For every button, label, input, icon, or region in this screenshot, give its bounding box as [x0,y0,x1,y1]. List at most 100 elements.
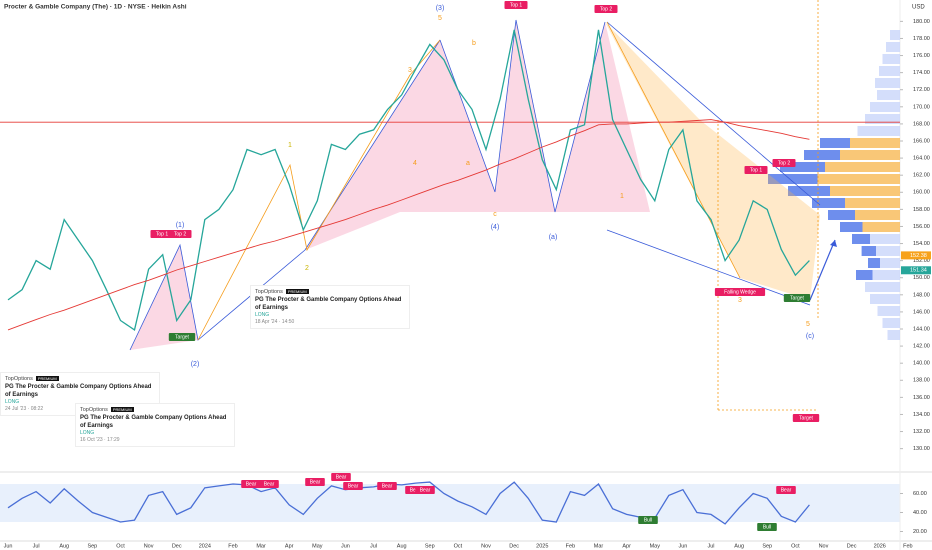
news-time-row: 16 Oct '23 · 17:29 [80,437,230,444]
x-tick-label: Apr [285,543,294,549]
annotation-badge [241,480,261,488]
x-tick-label: 2026 [874,543,886,549]
y-tick-label: 20.00 [913,529,927,535]
annotation-badge [776,486,796,494]
volume-profile [768,30,900,340]
news-time-row: 18 Apr '24 · 14:50 [255,319,405,326]
y-tick-label: 174.00 [913,70,930,76]
annotation-badge [377,482,397,490]
x-tick-label: Feb [566,543,575,549]
annotation-badge [594,5,618,13]
x-tick-label: Apr [622,543,631,549]
news-signal-row: LONG [5,399,155,406]
y-tick-label: 176.00 [913,53,930,59]
annotation-badge [331,473,351,481]
wave-label: (3) [436,5,445,12]
annotation-badge [504,1,528,9]
news-badge: PREMIUM [285,289,309,294]
annotation-label: Target [790,295,805,301]
annotation-label: Top 1 [750,167,762,173]
wave-label: 5 [438,15,442,22]
annotation-badge [168,230,192,238]
series-line [7,29,810,331]
news-headline: PG The Procter & Gamble Company Options … [5,383,152,398]
profile-bar [890,30,900,40]
wave-label: a [466,160,470,167]
x-tick-label: Jul [370,543,377,549]
x-tick-label: Nov [481,543,491,549]
profile-bar [887,330,900,340]
x-tick-label: Oct [791,543,800,549]
y-tick-label: 178.00 [913,36,930,42]
profile-bar [817,174,900,184]
news-signal: LONG [80,430,95,437]
profile-bar [865,114,900,124]
profile-bar [882,318,900,328]
annotation-badge [792,414,820,422]
wave-label: 1 [288,142,292,149]
chart-title: Procter & Gamble Company (The) · 1D · NY… [4,4,187,11]
y-tick-label: 170.00 [913,104,930,110]
x-tick-label: Jul [33,543,40,549]
price-tag-label: 152.38 [910,253,927,259]
y-tick-label: 152.00 [913,258,930,264]
profile-bar [825,162,900,172]
y-tick-label: 134.00 [913,412,930,418]
wave-line [439,19,606,213]
arrow-head [830,240,837,247]
wave-label: (a) [549,234,558,241]
annotation-badge [638,516,658,524]
wave-label: (4) [491,224,500,231]
profile-bar [840,150,900,160]
news-time: 16 Oct '23 · 17:29 [80,436,120,443]
x-tick-label: Aug [734,543,744,549]
news-headline: PG The Procter & Gamble Company Options … [255,296,402,311]
wave-label: (2) [191,361,200,368]
annotation-label: Target [175,334,190,340]
forecast-arrow [809,239,836,301]
y-tick-label: 144.00 [913,326,930,332]
y-tick-label: 160.00 [913,190,930,196]
news-header: TopOptions PREMIUM [80,407,230,415]
x-tick-label: Mar [594,543,604,549]
annotation-badge [772,159,796,167]
x-tick-label: Sep [87,543,97,549]
profile-bar [788,186,830,196]
x-tick-label: Dec [847,543,857,549]
news-signal: LONG [5,399,20,406]
profile-bar [850,138,900,148]
x-tick-label: 2024 [199,543,211,549]
profile-bar [840,222,863,232]
y-tick-label: 150.00 [913,275,930,281]
x-tick-label: Jun [678,543,687,549]
news-card[interactable]: TopOptions PREMIUM PG The Procter & Gamble… [250,285,410,330]
annotation-badge [343,482,363,490]
annotation-label: Bear [336,474,347,480]
profile-bar [857,126,900,136]
news-signal-row: LONG [255,312,405,319]
news-headline-row: PG The Procter & Gamble Company Options … [80,415,230,431]
wave-label: b [472,40,476,47]
y-tick-label: 172.00 [913,87,930,93]
y-tick-label: 164.00 [913,156,930,162]
profile-bar [861,246,876,256]
profile-bar [875,78,900,88]
y-tick-label: 154.00 [913,241,930,247]
annotation-badge [168,333,196,341]
trend-line [606,21,821,206]
profile-bar [812,198,845,208]
news-card[interactable]: TopOptions PREMIUM PG The Procter & Gamble… [75,403,235,448]
annotation-label: Bull [644,517,652,523]
y-tick-label: 60.00 [913,491,927,497]
news-headline-row: PG The Procter & Gamble Company Options … [5,384,155,400]
currency: USD [912,5,925,11]
annotation-badge [783,294,811,302]
wave-label: c [493,211,497,218]
y-tick-label: 168.00 [913,121,930,127]
profile-bar [872,270,900,280]
profile-bar [876,246,900,256]
series-line [7,481,810,525]
